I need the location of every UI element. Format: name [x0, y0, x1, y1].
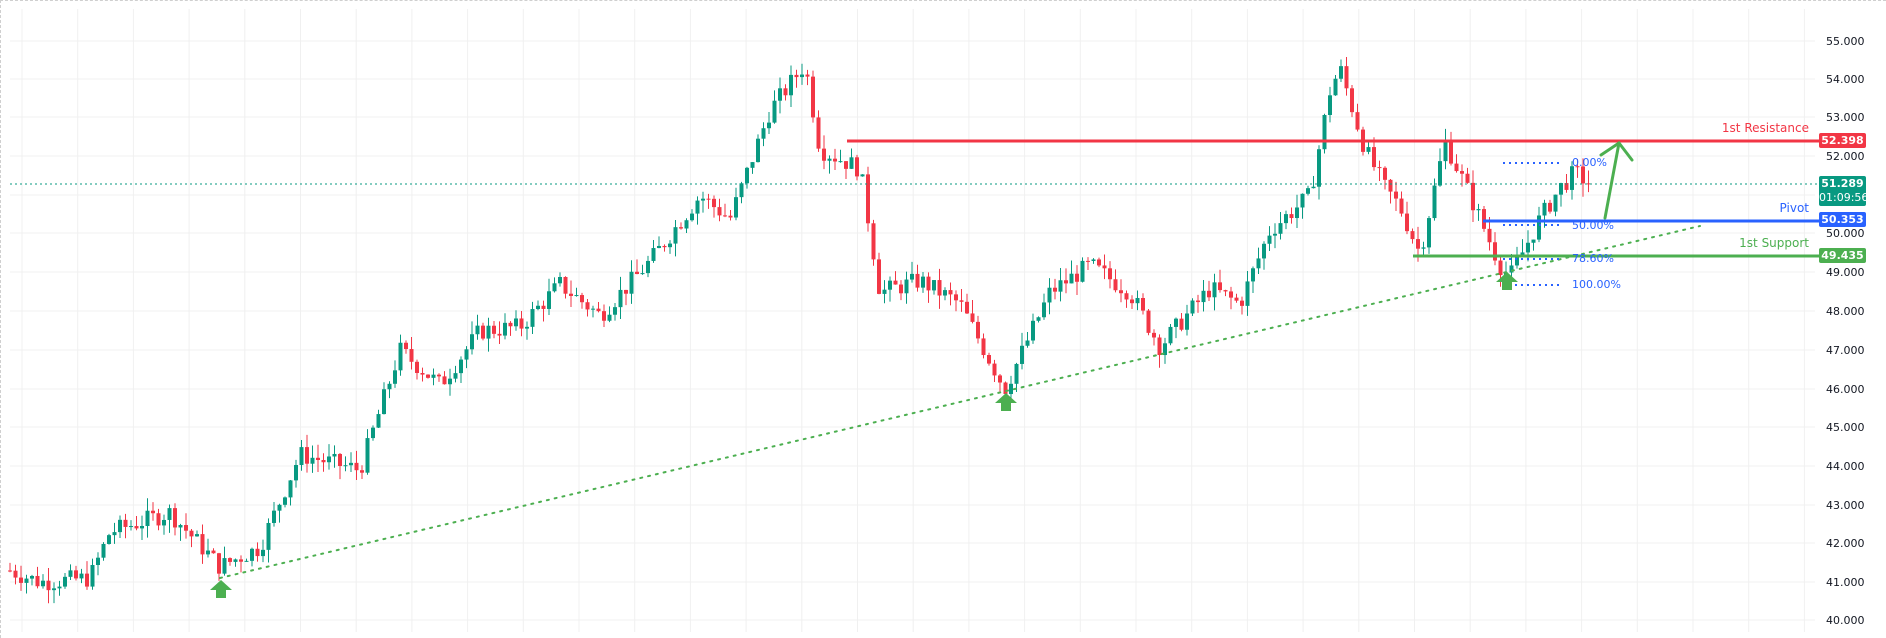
price-tick-label: 53.000 — [1826, 111, 1865, 124]
price-tick-label: 50.000 — [1826, 227, 1865, 240]
price-tick-label: 43.000 — [1826, 499, 1865, 512]
price-tick-label: 47.000 — [1826, 344, 1865, 357]
current-price-tag: 51.289 01:09:56 — [1819, 176, 1869, 206]
fib-level-0: 0.00% — [1572, 156, 1607, 169]
price-tick-label: 45.000 — [1826, 421, 1865, 434]
pivot-label: Pivot — [1779, 201, 1809, 215]
price-tick-label: 46.000 — [1826, 383, 1865, 396]
price-tick-label: 49.000 — [1826, 266, 1865, 279]
bar-countdown: 01:09:56 — [1819, 191, 1869, 204]
price-tick-label: 40.000 — [1826, 614, 1865, 627]
pivot-price-tag: 50.353 — [1819, 212, 1866, 227]
price-tick-label: 42.000 — [1826, 537, 1865, 550]
price-tick-label: 41.000 — [1826, 576, 1865, 589]
swing-low-arrow-icon — [210, 580, 232, 598]
price-axis[interactable]: 55.00054.00053.00052.00051.00050.00049.0… — [1826, 35, 1865, 627]
swing-low-arrow-icon — [1496, 272, 1518, 290]
resistance-price-tag: 52.398 — [1819, 133, 1866, 148]
price-tick-label: 48.000 — [1826, 305, 1865, 318]
fib-level-786: 78.60% — [1572, 252, 1614, 265]
price-tick-label: 44.000 — [1826, 460, 1865, 473]
fib-level-50: 50.00% — [1572, 219, 1614, 232]
price-tick-label: 54.000 — [1826, 73, 1865, 86]
projection-arrow-icon[interactable] — [1599, 141, 1634, 220]
price-tick-label: 55.000 — [1826, 35, 1865, 48]
price-tick-label: 52.000 — [1826, 150, 1865, 163]
fib-level-100: 100.00% — [1572, 278, 1621, 291]
swing-low-arrow-icon — [995, 393, 1017, 411]
support-label: 1st Support — [1739, 236, 1809, 250]
current-price-value: 51.289 — [1821, 177, 1864, 190]
support-price-tag: 49.435 — [1819, 248, 1866, 263]
grid — [10, 9, 1815, 632]
candles — [8, 56, 1591, 604]
ascending-trendline[interactable] — [219, 225, 1701, 579]
resistance-label: 1st Resistance — [1721, 121, 1809, 135]
